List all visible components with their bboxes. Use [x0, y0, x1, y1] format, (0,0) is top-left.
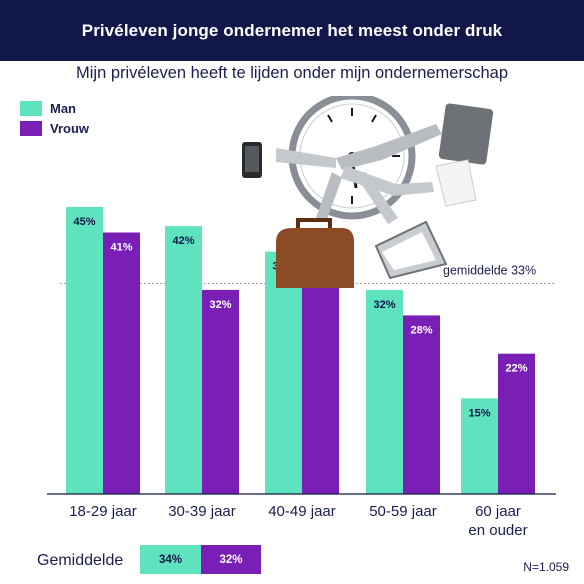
bar-man-4	[366, 289, 403, 494]
average-label: Gemiddelde	[37, 552, 124, 569]
legend-swatch-man	[20, 100, 42, 116]
data-label-vrouw-2: 32%	[209, 299, 231, 311]
average-vrouw-box: 32%	[201, 545, 261, 574]
average-reference-label: gemiddelde 33%	[443, 264, 536, 278]
category-label-5-line-2: en ouder	[468, 522, 527, 539]
chart-title: Privéleven jonge ondernemer het meest on…	[81, 20, 503, 40]
bar-man-1	[66, 207, 103, 494]
bar-vrouw-4	[403, 315, 440, 494]
busy-entrepreneur-illustration	[242, 96, 494, 288]
bar-man-3	[265, 251, 302, 494]
average-man-value: 34%	[158, 553, 183, 566]
legend-item-man: Man	[20, 98, 89, 118]
header-banner: Privéleven jonge ondernemer het meest on…	[0, 0, 584, 61]
category-label-3: 40-49 jaar	[268, 503, 336, 520]
data-label-man-5: 15%	[468, 407, 490, 419]
data-label-man-2: 42%	[172, 235, 194, 247]
bar-vrouw-1	[103, 232, 140, 494]
bar-man-5	[461, 398, 498, 494]
average-vrouw-value: 32%	[219, 553, 243, 566]
average-man-box: 34%	[140, 545, 201, 574]
legend-label-vrouw: Vrouw	[50, 120, 90, 136]
bar-vrouw-2	[202, 289, 239, 494]
legend: Man Vrouw	[20, 98, 89, 138]
data-label-vrouw-4: 28%	[410, 324, 432, 336]
data-label-vrouw-1: 41%	[110, 242, 132, 254]
data-label-man-4: 32%	[373, 299, 395, 311]
category-label-1: 18-29 jaar	[69, 503, 137, 520]
sample-size-label: N=1.059	[523, 560, 569, 574]
data-label-man-1: 45%	[73, 216, 95, 228]
bar-vrouw-3	[302, 251, 339, 494]
category-label-4: 50-59 jaar	[369, 503, 437, 520]
legend-label-man: Man	[50, 100, 76, 116]
bar-vrouw-5	[498, 353, 535, 494]
category-label-5-line-1: 60 jaar	[475, 503, 521, 520]
data-label-vrouw-5: 22%	[505, 363, 527, 375]
category-label-2: 30-39 jaar	[168, 503, 236, 520]
legend-swatch-vrouw	[20, 120, 42, 136]
legend-item-vrouw: Vrouw	[20, 118, 89, 138]
chart-subtitle: Mijn privéleven heeft te lijden onder mi…	[76, 64, 508, 82]
bar-man-2	[165, 226, 202, 494]
